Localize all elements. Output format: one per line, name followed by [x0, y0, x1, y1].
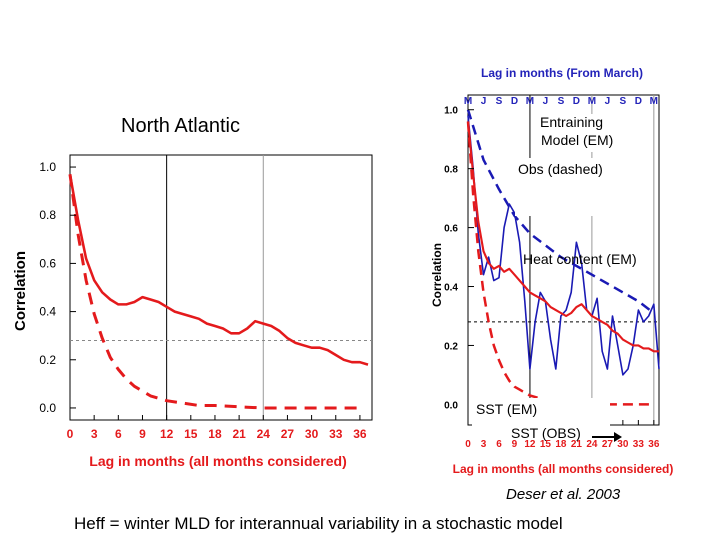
sst-obs-label: SST (OBS) — [511, 425, 581, 441]
left-xtick-label-0: 0 — [67, 427, 74, 441]
left-ytick-label-1: 0.2 — [39, 353, 56, 367]
obs-dashed-label: Obs (dashed) — [518, 161, 603, 177]
right-reference-lines — [468, 95, 659, 425]
left-xtick-label-10: 30 — [305, 427, 319, 441]
right-xtick-label-3: 9 — [512, 439, 518, 450]
right-chart: 0.20.40.60.81.00.0 0 3 6 9 12 15 18 21 24 27 30 33 3… — [430, 66, 673, 476]
left-ytick-label-5: 1.0 — [39, 160, 56, 174]
sst-label-box — [472, 398, 610, 440]
left-series-line-1 — [68, 174, 360, 410]
left-xtick-label-1: 3 — [91, 427, 98, 441]
left-y-axis-label: Correlation — [12, 251, 29, 331]
right-xtick-label-2: 6 — [496, 439, 502, 450]
right-ytick-label-1: 0.4 — [444, 283, 458, 294]
right-xtick-label-6: 18 — [555, 439, 567, 450]
right-top-month-label-11: D — [635, 96, 642, 107]
right-ytick-label-zero: 0.0 — [444, 400, 458, 411]
sst-obs-arrow — [592, 436, 616, 438]
left-chart: 0.00.20.40.60.81.0 0 3 6 9 12 15 18 21 24 27 30 33 3… — [12, 154, 373, 469]
left-y-ticks: 0.0 0.2 0.4 0.6 0.8 1.0 — [39, 160, 76, 415]
right-top-month-label-8: M — [588, 96, 596, 107]
left-xtick-label-6: 18 — [208, 427, 222, 441]
right-ytick-label-0: 0.2 — [444, 341, 458, 352]
left-reference-lines — [70, 155, 372, 420]
right-top-month-label-1: J — [481, 96, 487, 107]
right-series-line-1 — [467, 115, 660, 376]
left-xtick-label-4: 12 — [160, 427, 174, 441]
left-xtick-label-12: 36 — [353, 427, 367, 441]
left-xtick-label-9: 27 — [281, 427, 295, 441]
right-top-month-label-3: D — [511, 96, 518, 107]
left-xtick-label-5: 15 — [184, 427, 198, 441]
left-ytick-label-2: 0.4 — [39, 305, 56, 319]
right-top-month-label-0: M — [464, 96, 472, 107]
right-top-month-label-6: S — [558, 96, 565, 107]
right-top-month-label-4: M — [526, 96, 534, 107]
right-xtick-label-9: 27 — [602, 439, 614, 450]
right-top-month-label-12: M — [650, 96, 658, 107]
left-ytick-label-3: 0.6 — [39, 256, 56, 270]
caption: Heff = winter MLD for interannual variab… — [74, 514, 563, 533]
right-top-month-label-5: J — [543, 96, 549, 107]
right-xtick-label-4: 12 — [524, 439, 536, 450]
left-xtick-label-3: 9 — [139, 427, 146, 441]
heat-content-label: Heat content (EM) — [523, 251, 637, 267]
right-x-axis-label: Lag in months (all months considered) — [453, 462, 674, 476]
left-xtick-label-7: 21 — [232, 427, 246, 441]
left-plot-frame — [69, 154, 373, 421]
right-series-line-2 — [466, 121, 659, 353]
left-xtick-label-8: 24 — [257, 427, 271, 441]
right-ytick-label-4: 1.0 — [444, 106, 458, 117]
entraining-label-box — [536, 114, 626, 152]
north-atlantic-title: North Atlantic — [121, 115, 240, 137]
sst-em-label: SST (EM) — [476, 401, 538, 417]
right-ytick-label-3: 0.8 — [444, 165, 458, 176]
right-xtick-label-12: 36 — [648, 439, 660, 450]
right-xtick-label-10: 30 — [617, 439, 629, 450]
right-y-ticks: 0.2 0.4 0.6 0.8 1.0 0.0 — [444, 106, 474, 411]
entraining-model-label: Model (EM) — [541, 132, 614, 148]
left-xtick-label-2: 6 — [115, 427, 122, 441]
sst-obs-arrow-head — [614, 432, 622, 442]
right-x-ticks: 0 3 6 9 12 15 18 21 24 27 30 33 36 — [465, 420, 660, 450]
right-top-month-label-9: J — [605, 96, 611, 107]
right-top-month-label-2: S — [496, 96, 503, 107]
right-top-month-label-7: D — [573, 96, 580, 107]
right-xtick-label-7: 21 — [571, 439, 583, 450]
right-xtick-label-5: 15 — [540, 439, 552, 450]
right-xtick-label-1: 3 — [481, 439, 487, 450]
left-ytick-label-0: 0.0 — [39, 401, 56, 415]
left-x-ticks: 0 3 6 9 12 15 18 21 24 27 30 33 36 — [67, 415, 367, 441]
left-series-line-0 — [68, 174, 369, 366]
left-series-group — [68, 174, 369, 410]
left-xtick-label-11: 33 — [329, 427, 343, 441]
right-xtick-label-0: 0 — [465, 439, 471, 450]
left-x-axis-label: Lag in months (all months considered) — [89, 453, 346, 469]
right-top-month-label-10: S — [620, 96, 627, 107]
right-y-axis-label: Correlation — [430, 243, 444, 307]
left-ytick-label-4: 0.8 — [39, 208, 56, 222]
entraining-label: Entraining — [540, 114, 604, 130]
obs-dashed-label-box — [515, 158, 619, 216]
right-ytick-label-2: 0.6 — [444, 224, 458, 235]
right-xtick-label-8: 24 — [586, 439, 598, 450]
right-top-axis-title: Lag in months (From March) — [481, 66, 643, 80]
right-xtick-label-11: 33 — [633, 439, 645, 450]
right-series-line-0 — [466, 109, 655, 314]
citation: Deser et al. 2003 — [506, 486, 621, 503]
